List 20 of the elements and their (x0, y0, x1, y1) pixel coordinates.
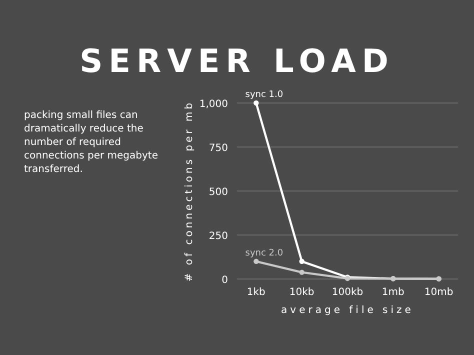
text: packing small files can dramatically reduce the number of required connections per megabyte transferred. (24, 110, 158, 175)
x-tick-label: 10mb (424, 287, 454, 298)
y-tick-label: 0 (222, 275, 228, 286)
x-tick-label: 10kb (289, 287, 314, 298)
x-tick-label: 1mb (382, 287, 404, 298)
chart-title: SERVER LOAD (80, 42, 394, 80)
y-tick-label: 1,000 (199, 99, 228, 110)
x-tick-label: 1kb (246, 287, 266, 298)
point (299, 270, 304, 275)
series-label: sync 2.0 (245, 248, 284, 258)
y-tick-label: 750 (208, 143, 228, 154)
series-label: sync 1.0 (245, 90, 284, 100)
point (299, 258, 304, 264)
x-tick-label: 100kb (332, 287, 364, 298)
y-tick-label: 500 (208, 187, 228, 198)
point (254, 258, 259, 264)
x-axis-title: average file size (281, 305, 414, 316)
y-axis-title: # of connections per mb (184, 100, 195, 282)
y-tick-label: 250 (208, 231, 228, 242)
point (254, 100, 259, 106)
